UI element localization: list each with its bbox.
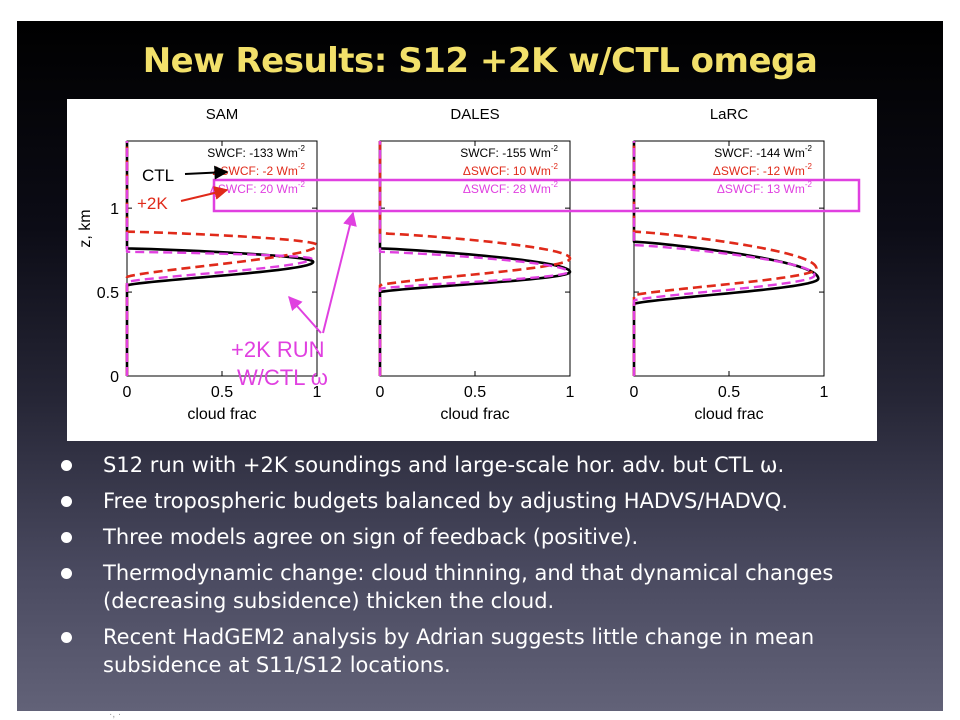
legend-unit-exponent: -2	[298, 180, 306, 189]
y-tick-label: 1	[110, 201, 119, 218]
x-tick-label: 0.5	[718, 384, 740, 401]
x-axis-label: cloud frac	[440, 406, 509, 423]
series-line-plus2k	[378, 140, 572, 377]
x-tick-label: 0	[630, 384, 639, 401]
bullet-text: Free tropospheric budgets balanced by ad…	[103, 489, 788, 513]
panel-title: SAM	[206, 106, 239, 123]
ctl-arrow	[184, 165, 229, 180]
plus2k-arrow	[180, 186, 229, 202]
legend-entry: ΔSWCF: 13 Wm-2	[717, 180, 813, 196]
legend-entry: SWCF: -155 Wm-2	[460, 144, 558, 160]
legend-entry: ΔSWCF: 20 Wm-2	[210, 180, 306, 196]
run-annotation-line2: W/CTL ω	[237, 365, 328, 390]
cloud-fraction-chart: SAM 0 0.5 1 cloud frac 0 0.5 1 SWCF: -133 Wm-2 ΔS…	[77, 106, 861, 423]
x-tick-label: 0.5	[464, 384, 486, 401]
x-tick-label: 0	[123, 384, 132, 401]
x-axis-label: cloud frac	[694, 406, 763, 423]
panel-title: LaRC	[710, 106, 749, 123]
legend-unit-exponent: -2	[551, 162, 559, 171]
legend-unit-exponent: -2	[551, 180, 559, 189]
y-axis-label: z, km	[77, 209, 94, 247]
bullet-list: S12 run with +2K soundings and large-sca…	[57, 451, 927, 687]
bullet-text: Thermodynamic change: cloud thinning, an…	[103, 561, 834, 613]
x-tick-label: 1	[313, 384, 322, 401]
footer-fragment: ·, ·	[109, 709, 122, 720]
bullet-text: Three models agree on sign of feedback (…	[103, 525, 639, 549]
x-tick-label: 0	[376, 384, 385, 401]
legend-unit-exponent: -2	[805, 144, 813, 153]
legend-unit-exponent: -2	[298, 162, 306, 171]
y-tick-label: 0	[110, 369, 119, 386]
bullet-dot	[61, 632, 72, 643]
run-arrow	[322, 211, 357, 334]
legend-entry: SWCF: -133 Wm-2	[207, 144, 305, 160]
bullet-item: Three models agree on sign of feedback (…	[57, 523, 927, 551]
legend-unit-exponent: -2	[551, 144, 559, 153]
legend-entry: SWCF: -144 Wm-2	[714, 144, 812, 160]
bullet-dot	[61, 568, 72, 579]
legend-unit-exponent: -2	[805, 180, 813, 189]
bullet-item: Free tropospheric budgets balanced by ad…	[57, 487, 927, 515]
bullet-dot	[61, 532, 72, 543]
run-arrow	[288, 295, 322, 334]
x-tick-label: 1	[820, 384, 829, 401]
bullet-text: Recent HadGEM2 analysis by Adrian sugges…	[103, 625, 815, 677]
ctl-annotation: CTL	[142, 166, 174, 185]
bullet-item: S12 run with +2K soundings and large-sca…	[57, 451, 927, 479]
x-tick-label: 0.5	[211, 384, 233, 401]
plus2k-annotation: +2K	[137, 194, 168, 213]
x-axis-label: cloud frac	[187, 406, 256, 423]
bullet-item: Recent HadGEM2 analysis by Adrian sugges…	[57, 623, 927, 679]
run-annotation-line1: +2K RUN	[231, 337, 325, 362]
bullet-text: S12 run with +2K soundings and large-sca…	[103, 453, 785, 477]
legend-entry: ΔSWCF: 10 Wm-2	[463, 162, 559, 178]
bullet-item: Thermodynamic change: cloud thinning, an…	[57, 559, 927, 615]
legend-unit-exponent: -2	[298, 144, 306, 153]
legend-unit-exponent: -2	[805, 162, 813, 171]
x-tick-label: 1	[566, 384, 575, 401]
slide-title: New Results: S12 +2K w/CTL omega	[142, 41, 818, 81]
bullet-dot	[61, 460, 72, 471]
figure-panel: SAM 0 0.5 1 cloud frac 0 0.5 1 SWCF: -133 Wm-2 ΔS…	[67, 99, 877, 441]
legend-entry: ΔSWCF: -2 Wm-2	[213, 162, 306, 178]
legend-entry: ΔSWCF: -12 Wm-2	[713, 162, 813, 178]
bullet-dot	[61, 496, 72, 507]
series-line-plus2k_ctl_omega	[125, 140, 313, 377]
y-tick-label: 0.5	[97, 285, 119, 302]
slide: New Results: S12 +2K w/CTL omega SAM 0 0.5…	[17, 21, 943, 720]
panel-title: DALES	[450, 106, 499, 123]
legend-entry: ΔSWCF: 28 Wm-2	[463, 180, 559, 196]
